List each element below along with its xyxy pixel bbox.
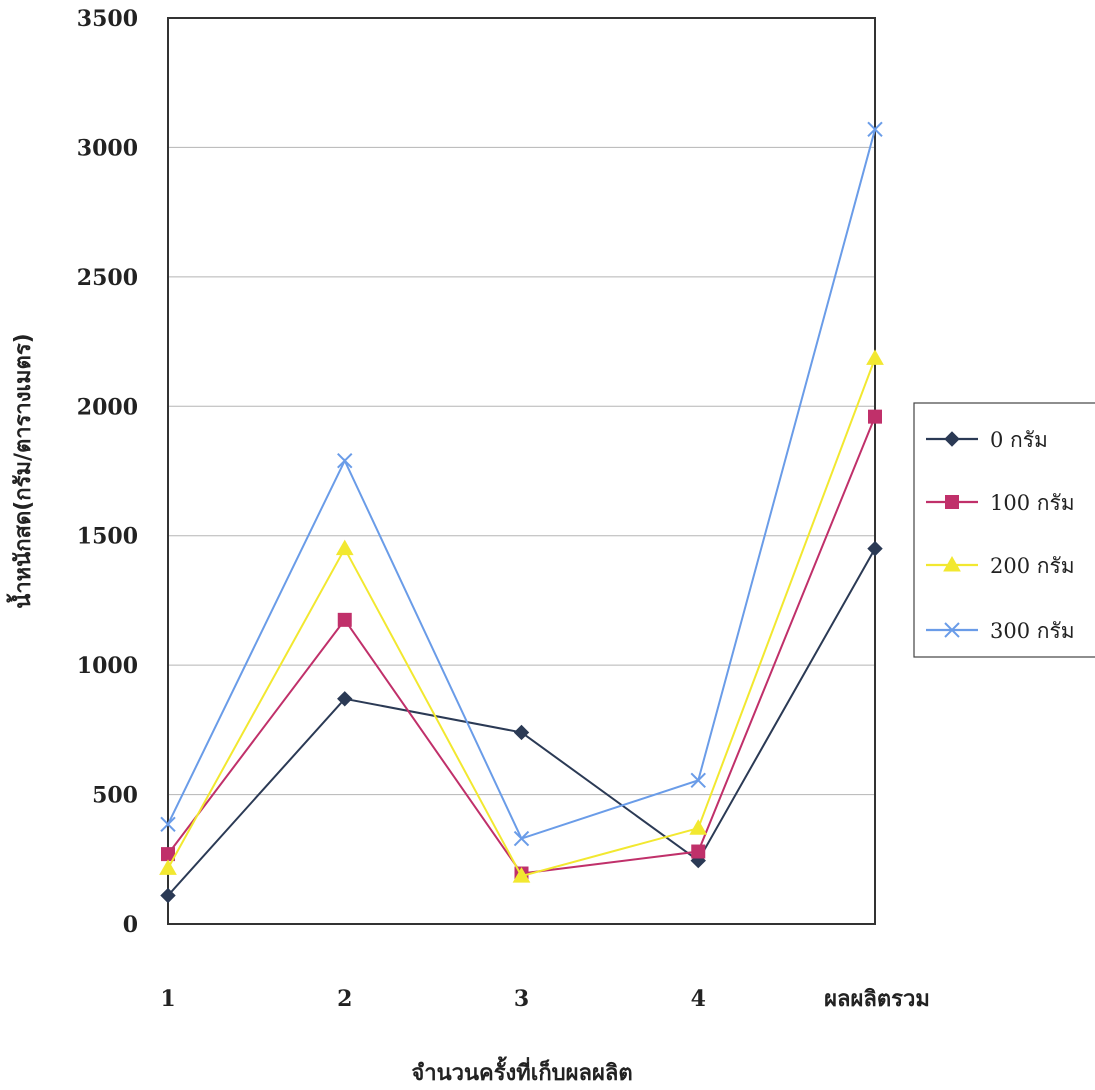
series-lines (159, 121, 884, 904)
series-line (167, 416, 876, 875)
data-point (337, 612, 352, 627)
y-axis-title: น้ำหนักสด(กรัม/ตารางเมตร) (6, 333, 36, 608)
data-point (868, 409, 882, 424)
x-axis-ticks: 1 2 3 4 ผลผลิตรวม (160, 986, 930, 1012)
y-tick-label: 3000 (77, 135, 138, 161)
legend-label: 300 กรัม (990, 619, 1075, 643)
legend-label: 0 กรัม (990, 428, 1048, 452)
legend-marker (945, 495, 959, 509)
legend-marker (943, 555, 961, 572)
legend-item: 300 กรัม (926, 619, 1075, 643)
data-point (337, 452, 353, 469)
series-1 (161, 409, 882, 881)
series-2 (159, 349, 884, 883)
x-axis-title: จำนวนครั้งที่เก็บผลผลิต (411, 1056, 632, 1086)
legend-item: 200 กรัม (926, 554, 1075, 578)
data-point (867, 540, 883, 557)
data-point (513, 830, 530, 847)
legend-label: 200 กรัม (990, 554, 1075, 578)
y-tick-label: 1000 (77, 653, 138, 679)
data-point (159, 859, 177, 875)
x-tick-label: 3 (514, 986, 529, 1012)
series-0 (160, 540, 883, 904)
legend-item: 100 กรัม (926, 491, 1075, 515)
plot-frame (167, 17, 876, 925)
data-point (160, 887, 176, 904)
x-tick-label: 1 (160, 986, 175, 1012)
y-axis-ticks: 0 500 1000 1500 2000 2500 3000 3500 (77, 6, 138, 938)
series-3 (160, 121, 883, 847)
data-point (335, 539, 354, 556)
y-tick-label: 500 (92, 783, 138, 809)
y-tick-label: 1500 (77, 524, 138, 550)
data-point (866, 349, 884, 365)
x-tick-label: 2 (337, 986, 352, 1012)
data-point (691, 844, 706, 859)
legend-box (913, 402, 1095, 658)
gridlines (168, 146, 875, 796)
y-tick-label: 2500 (77, 265, 138, 291)
series-line (167, 358, 876, 878)
data-point (337, 691, 353, 707)
data-point (513, 724, 530, 741)
y-tick-label: 3500 (77, 6, 138, 32)
series-line (167, 548, 876, 897)
y-tick-label: 2000 (77, 394, 138, 420)
legend: 0 กรัม 100 กรัม 200 กรัม 300 กรัม (913, 402, 1095, 658)
legend-marker (944, 431, 960, 447)
data-point (689, 819, 708, 835)
legend-marker (944, 622, 960, 638)
x-tick-label: ผลผลิตรวม (824, 986, 930, 1012)
data-point (867, 121, 883, 138)
y-tick-label: 0 (123, 912, 138, 938)
x-tick-label: 4 (691, 986, 706, 1012)
legend-label: 100 กรัม (990, 491, 1075, 515)
data-point (690, 772, 706, 789)
legend-item: 0 กรัม (926, 428, 1048, 452)
data-point (512, 867, 531, 883)
data-point (160, 816, 176, 833)
